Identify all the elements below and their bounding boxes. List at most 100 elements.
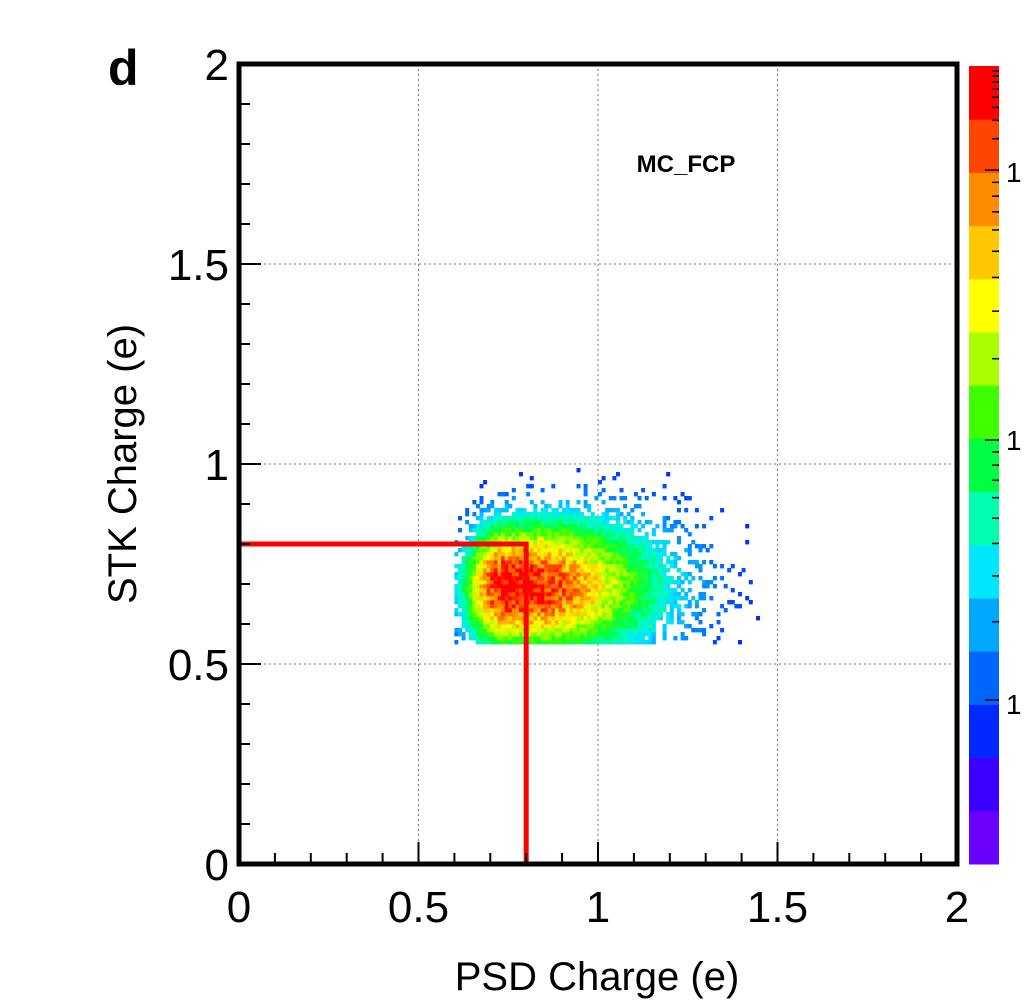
heatmap-cell [486,572,491,577]
heatmap-cell [587,588,592,593]
heatmap-cell [533,572,538,577]
heatmap-cell [529,612,534,617]
heatmap-cell [608,508,613,513]
heatmap-cell [705,580,710,585]
heatmap-cell [612,624,617,629]
heatmap-cell [554,584,559,589]
heatmap-cell [465,588,470,593]
heatmap-cell [641,548,646,553]
heatmap-cell [511,584,516,589]
heatmap-cell [472,588,477,593]
heatmap-cell [691,576,696,581]
heatmap-cell [547,572,552,577]
heatmap-cell [554,552,559,557]
heatmap-cell [537,560,541,565]
heatmap-cell [547,544,552,549]
heatmap-cell [612,612,617,617]
heatmap-cell [605,604,610,609]
heatmap-cell [479,592,484,597]
heatmap-cell [601,556,606,561]
heatmap-cell [637,564,642,569]
heatmap-cell [558,616,563,621]
heatmap-cell [598,608,602,613]
heatmap-cell [623,624,628,629]
heatmap-cell [540,620,545,625]
heatmap-cell [458,528,462,533]
heatmap-cell [623,496,628,501]
heatmap-cell [504,504,509,509]
heatmap-cell [515,600,520,605]
heatmap-cell [533,544,538,549]
heatmap-cell [479,508,484,513]
heatmap-cell [551,532,556,537]
heatmap-cell [508,608,513,613]
heatmap-cell [630,560,635,565]
heatmap-cell [687,580,692,585]
heatmap-cell [497,584,502,589]
heatmap-cell [519,600,523,605]
heatmap-cell [468,584,473,589]
heatmap-cell [633,560,638,565]
x-tick-label: 2 [945,883,969,932]
y-tick-label: 0.5 [168,641,229,690]
heatmap-cell [598,492,602,497]
heatmap-cell [537,612,541,617]
heatmap-cell [580,576,585,581]
heatmap-cell [680,524,685,529]
heatmap-cell [572,584,577,589]
heatmap-cell [616,568,620,573]
heatmap-cell [529,500,534,505]
heatmap-cell [554,540,559,545]
heatmap-cell [515,548,520,553]
heatmap-cell [569,548,574,553]
heatmap-cell [529,560,534,565]
heatmap-cell [522,532,527,537]
heatmap-cell [537,632,541,637]
heatmap-cell [680,636,685,641]
heatmap-cell [633,584,638,589]
heatmap-cell [630,508,635,513]
heatmap-cell [508,588,513,593]
heatmap-cell [558,612,563,617]
heatmap-cell [594,604,599,609]
heatmap-cell [475,608,480,613]
heatmap-cell [630,516,635,521]
heatmap-cell [519,624,523,629]
colorbar-band [969,651,999,705]
heatmap-cell [576,508,581,513]
heatmap-cell [468,632,473,637]
heatmap-cell [623,544,628,549]
heatmap-cell [461,576,466,581]
heatmap-cell [644,628,649,633]
heatmap-cell [547,540,552,545]
heatmap-cell [630,544,635,549]
heatmap-cell [533,548,538,553]
heatmap-cell [508,624,513,629]
heatmap-cell [659,568,663,573]
heatmap-cell [519,572,523,577]
heatmap-cell [616,576,620,581]
heatmap-cell [619,488,624,493]
heatmap-cell [612,568,617,573]
heatmap-cell [486,592,491,597]
heatmap-cell [468,556,473,561]
heatmap-cell [472,524,477,529]
heatmap-cell [651,572,656,577]
heatmap-cell [497,596,502,601]
heatmap-cell [590,580,595,585]
heatmap-cell [529,580,534,585]
heatmap-cell [562,512,567,517]
heatmap-cell [569,552,574,557]
heatmap-cell [490,592,495,597]
heatmap-cell [662,596,667,601]
heatmap-cell [519,608,523,613]
heatmap-cell [694,564,699,569]
heatmap-cell [458,596,462,601]
heatmap-cell [483,508,488,513]
heatmap-cell [601,596,606,601]
heatmap-cell [540,596,545,601]
heatmap-cell [540,540,545,545]
heatmap-cell [608,636,613,641]
heatmap-cell [655,616,660,621]
heatmap-cell [529,556,534,561]
